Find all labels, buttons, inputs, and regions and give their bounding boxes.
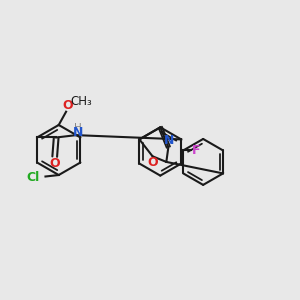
Text: O: O: [148, 156, 158, 169]
Text: N: N: [164, 134, 174, 147]
Text: N: N: [73, 126, 83, 139]
Text: O: O: [50, 157, 60, 169]
Text: O: O: [62, 99, 73, 112]
Text: H: H: [74, 123, 82, 133]
Text: Cl: Cl: [26, 172, 40, 184]
Text: CH₃: CH₃: [70, 95, 92, 108]
Text: F: F: [192, 144, 200, 157]
